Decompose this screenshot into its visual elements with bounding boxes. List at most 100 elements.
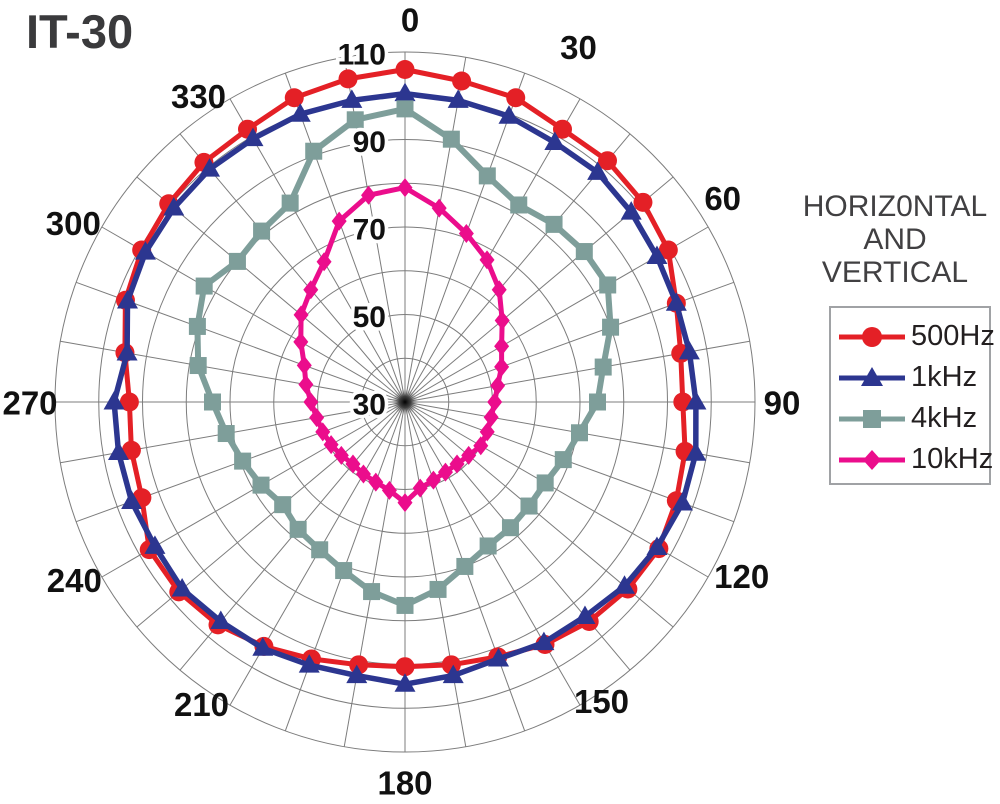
angle-tick-label: 210	[174, 686, 229, 723]
data-point-triangle	[498, 105, 520, 124]
data-point-diamond	[331, 211, 347, 231]
data-point-diamond	[494, 310, 510, 330]
angle-tick-label: 270	[2, 385, 57, 422]
data-point-triangle	[252, 637, 274, 656]
data-point-triangle	[163, 196, 185, 216]
legend-item-label: 500Hz	[911, 320, 995, 352]
series-10khz	[293, 178, 510, 513]
data-point-diamond	[494, 336, 510, 356]
circle-marker-icon	[839, 326, 905, 347]
data-point-circle	[658, 240, 678, 260]
data-point-circle	[121, 440, 141, 460]
data-point-square	[228, 252, 246, 270]
legend: 500Hz 1kHz 4kHz 10kHz	[829, 306, 995, 485]
data-point-square	[189, 357, 207, 375]
series-4khz	[188, 100, 620, 614]
data-point-triangle	[121, 490, 143, 510]
data-point-square	[289, 520, 307, 538]
series-1khz	[103, 82, 707, 692]
data-point-diamond	[431, 198, 447, 218]
data-point-diamond	[437, 462, 453, 482]
data-point-triangle	[210, 610, 232, 630]
data-point-circle	[338, 69, 358, 89]
data-point-square	[429, 580, 447, 598]
legend-item-label: 10kHz	[911, 443, 994, 475]
data-point-triangle	[116, 341, 138, 361]
data-point-triangle	[394, 82, 416, 102]
data-point-square	[305, 142, 323, 160]
grid-spoke	[284, 72, 406, 403]
angle-tick-label: 330	[171, 78, 226, 115]
data-point-diamond	[323, 435, 339, 455]
data-point-circle	[119, 392, 139, 412]
data-point-square	[545, 215, 563, 233]
data-point-square	[501, 519, 519, 537]
data-point-triangle	[544, 131, 566, 150]
data-point-square	[479, 537, 497, 555]
legend-title-line: VERTICAL	[821, 256, 969, 289]
data-point-triangle	[488, 647, 510, 667]
data-point-triangle	[672, 492, 694, 511]
data-point-diamond	[345, 454, 361, 474]
data-point-diamond	[479, 422, 495, 442]
legend-item-4khz: 4kHz	[831, 398, 989, 439]
data-point-triangle	[620, 201, 642, 220]
data-point-diamond	[303, 280, 319, 300]
data-point-square	[195, 277, 213, 295]
data-point-triangle	[447, 89, 469, 108]
data-point-diamond	[397, 178, 413, 198]
data-point-triangle	[242, 127, 264, 147]
grid-spoke	[229, 98, 406, 403]
data-point-circle	[441, 655, 461, 675]
data-point-square	[520, 497, 538, 515]
data-point-diamond	[412, 478, 428, 498]
data-point-diamond	[296, 355, 312, 375]
data-point-diamond	[381, 480, 397, 500]
data-point-diamond	[425, 470, 441, 490]
data-point-diamond	[479, 250, 495, 270]
grid-spoke	[404, 401, 467, 747]
data-point-diamond	[483, 407, 499, 427]
legend-item-10khz: 10kHz	[831, 439, 993, 480]
radial-tick-label: 30	[353, 389, 386, 422]
data-point-diamond	[397, 493, 413, 513]
data-point-square	[281, 194, 299, 212]
data-point-diamond	[461, 445, 477, 465]
data-point-circle	[633, 192, 653, 212]
data-point-triangle	[171, 578, 193, 597]
data-point-square	[570, 424, 588, 442]
data-point-triangle	[103, 391, 125, 410]
data-point-square	[602, 318, 620, 336]
data-point-square	[599, 276, 617, 294]
data-point-square	[234, 452, 252, 470]
data-point-square	[252, 476, 270, 494]
data-point-triangle	[587, 161, 609, 180]
data-point-triangle	[574, 605, 596, 624]
data-point-triangle	[646, 536, 668, 555]
data-point-diamond	[487, 392, 503, 412]
data-point-square	[456, 557, 474, 575]
data-point-square	[217, 425, 235, 443]
data-point-diamond	[355, 464, 371, 484]
legend-item-1khz: 1kHz	[831, 357, 989, 398]
data-point-triangle	[533, 631, 555, 651]
angle-tick-label: 150	[574, 683, 629, 720]
grid-spoke	[343, 401, 406, 747]
data-point-circle	[553, 119, 572, 139]
legend-item-500hz: 500Hz	[831, 316, 995, 357]
data-point-triangle	[646, 245, 668, 265]
data-point-square	[575, 243, 593, 261]
data-point-diamond	[298, 375, 314, 395]
data-point-square	[594, 358, 612, 376]
data-point-triangle	[116, 289, 138, 309]
data-point-triangle	[341, 89, 363, 108]
data-point-diamond	[368, 472, 384, 492]
data-point-square	[363, 583, 381, 601]
center-dot	[392, 389, 418, 415]
data-point-square	[536, 474, 554, 492]
data-point-triangle	[107, 441, 129, 461]
legend-item-label: 4kHz	[911, 402, 978, 434]
data-point-diamond	[293, 332, 309, 352]
data-point-square	[188, 317, 206, 335]
